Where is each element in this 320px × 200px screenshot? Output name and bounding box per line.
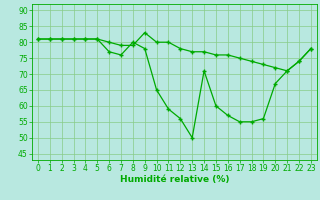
- X-axis label: Humidité relative (%): Humidité relative (%): [120, 175, 229, 184]
